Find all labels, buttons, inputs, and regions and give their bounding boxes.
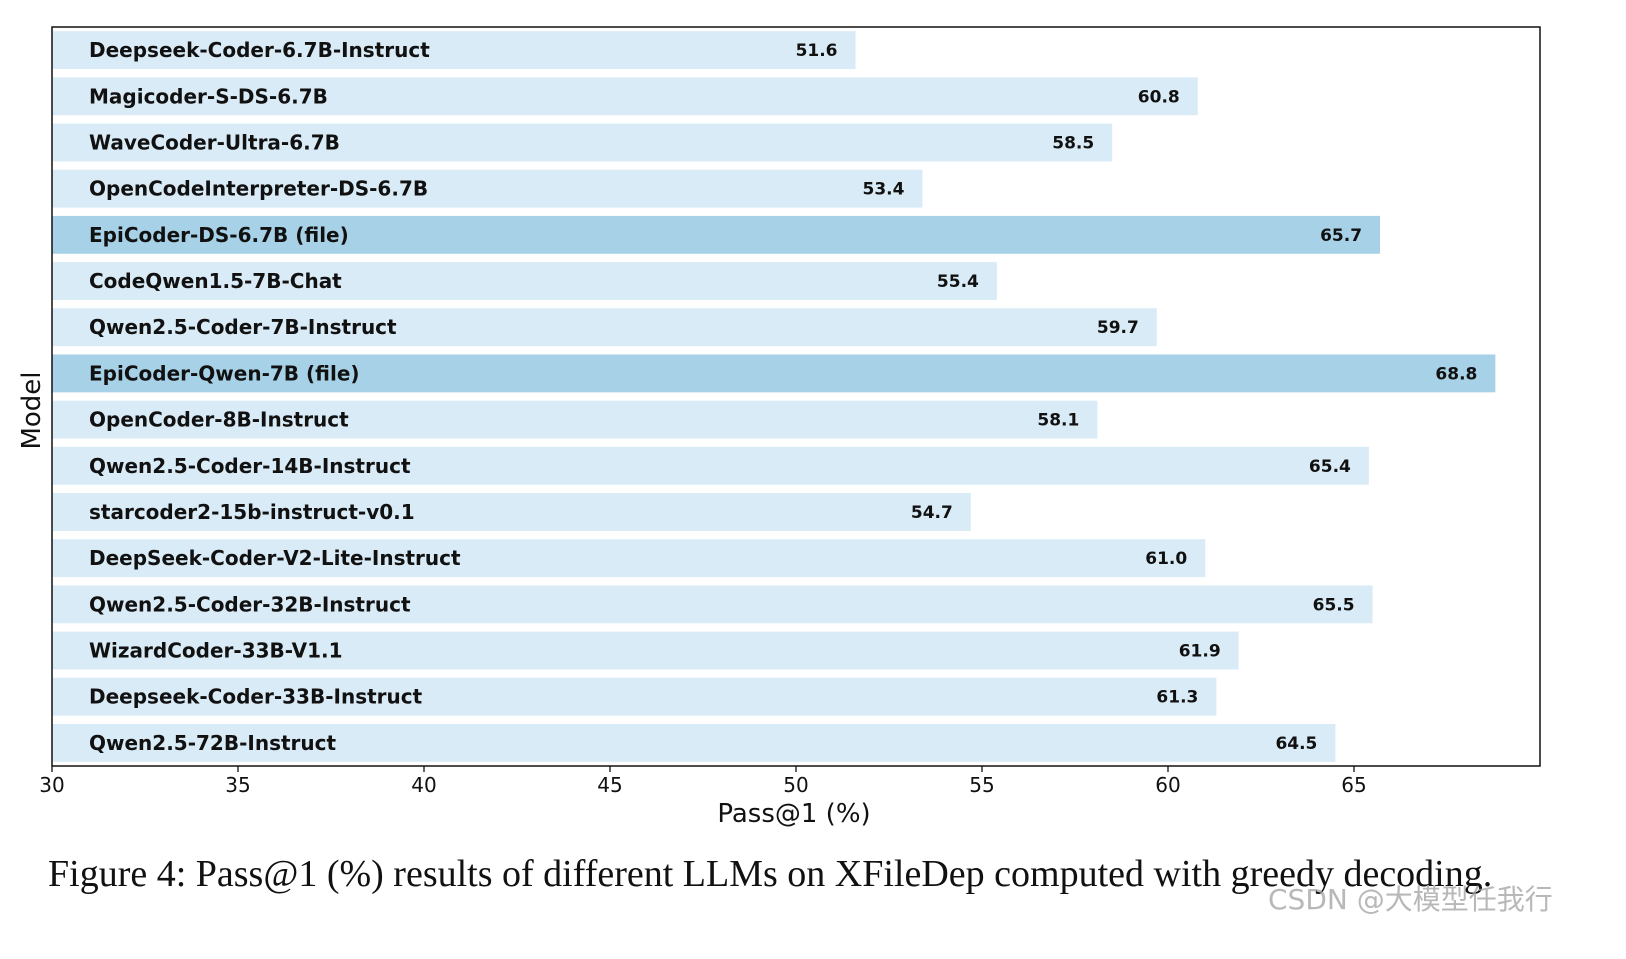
- bar-category-label: OpenCodeInterpreter-DS-6.7B: [89, 177, 428, 201]
- bar-category-label: Qwen2.5-Coder-14B-Instruct: [89, 454, 411, 478]
- x-tick-label: 50: [783, 773, 808, 797]
- bar: [52, 493, 971, 531]
- bar: [52, 400, 1098, 439]
- bar: [52, 354, 1496, 393]
- x-tick-label: 65: [1341, 773, 1366, 797]
- bar-category-label: Qwen2.5-72B-Instruct: [89, 731, 336, 755]
- bar-value-label: 51.6: [796, 41, 838, 61]
- bar-category-label: WaveCoder-Ultra-6.7B: [89, 130, 340, 154]
- bar: [52, 31, 856, 70]
- bar-value-label: 53.4: [863, 180, 905, 200]
- bar: [52, 77, 1198, 116]
- bar: [52, 262, 997, 300]
- bar-value-label: 55.4: [937, 272, 979, 292]
- bar-value-label: 59.7: [1097, 318, 1139, 338]
- bar-category-label: OpenCoder-8B-Instruct: [89, 408, 349, 432]
- bar-category-label: CodeQwen1.5-7B-Chat: [89, 269, 342, 293]
- bar: [52, 585, 1373, 624]
- bar-value-label: 61.0: [1145, 549, 1187, 569]
- x-tick-label: 55: [969, 773, 994, 797]
- bar-value-label: 64.5: [1275, 734, 1317, 754]
- y-axis-title: Model: [17, 371, 47, 449]
- bar: [52, 677, 1217, 716]
- bar: [52, 215, 1381, 254]
- bar-category-label: DeepSeek-Coder-V2-Lite-Instruct: [89, 546, 461, 570]
- bar-category-label: Magicoder-S-DS-6.7B: [89, 84, 328, 108]
- watermark: CSDN @大模型任我行: [1268, 883, 1553, 916]
- bar-value-label: 65.5: [1313, 595, 1355, 615]
- bars-group: Deepseek-Coder-6.7B-Instruct 51.6 Magicode…: [52, 31, 1496, 762]
- bar: [52, 631, 1239, 670]
- bar-value-label: 58.5: [1052, 133, 1094, 153]
- bar: [52, 723, 1336, 762]
- bar-category-label: EpiCoder-DS-6.7B (file): [89, 223, 349, 247]
- bar-chart: Deepseek-Coder-6.7B-Instruct 51.6 Magicode…: [17, 26, 1541, 829]
- x-axis-title: Pass@1 (%): [717, 799, 870, 829]
- bar-value-label: 60.8: [1138, 87, 1180, 107]
- bar-category-label: Deepseek-Coder-33B-Instruct: [89, 685, 423, 709]
- x-tick-label: 40: [411, 773, 436, 797]
- bar-category-label: EpiCoder-Qwen-7B (file): [89, 361, 360, 385]
- bar-value-label: 58.1: [1037, 411, 1079, 431]
- bar-category-label: WizardCoder-33B-V1.1: [89, 639, 343, 663]
- x-axis-ticks: 30 35 40 45 50 55 60 65: [39, 766, 1367, 797]
- bar-value-label: 61.3: [1156, 688, 1198, 708]
- x-tick-label: 45: [597, 773, 622, 797]
- bar: [52, 308, 1157, 347]
- bar: [52, 123, 1113, 162]
- bar-value-label: 65.4: [1309, 457, 1351, 477]
- bar-value-label: 61.9: [1179, 642, 1221, 662]
- bar-value-label: 54.7: [911, 503, 953, 523]
- bar-category-label: Qwen2.5-Coder-7B-Instruct: [89, 315, 397, 339]
- x-tick-label: 35: [225, 773, 250, 797]
- x-tick-label: 30: [39, 773, 64, 797]
- bar-value-label: 65.7: [1320, 226, 1362, 246]
- bar: [52, 169, 923, 208]
- bar-value-label: 68.8: [1435, 364, 1477, 384]
- bar-category-label: Qwen2.5-Coder-32B-Instruct: [89, 592, 411, 616]
- bar: [52, 446, 1369, 485]
- figure-caption: Figure 4: Pass@1 (%) results of differen…: [48, 853, 1493, 895]
- bar-category-label: starcoder2-15b-instruct-v0.1: [89, 500, 415, 524]
- bar: [52, 539, 1206, 578]
- x-tick-label: 60: [1155, 773, 1180, 797]
- bar-category-label: Deepseek-Coder-6.7B-Instruct: [89, 38, 430, 62]
